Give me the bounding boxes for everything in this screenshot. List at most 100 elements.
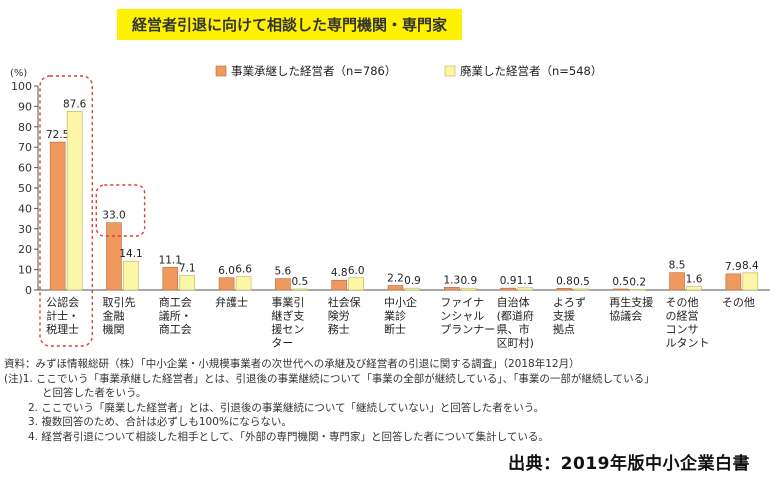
category-label: ルタント — [666, 337, 710, 350]
y-tick-label: 80 — [18, 121, 32, 134]
category-label: 金融 — [102, 309, 124, 323]
data-label: 0.9 — [500, 275, 517, 287]
note-3: 3. 複数回答のため、合計は必ずしも100%にならない。 — [28, 416, 292, 428]
y-tick-label: 50 — [18, 182, 32, 195]
data-label: 1.6 — [686, 274, 703, 286]
category-label: 協議会 — [609, 309, 642, 323]
bar — [500, 287, 516, 291]
data-label: 7.1 — [179, 263, 196, 275]
bar — [612, 288, 629, 291]
highlight-box-2 — [95, 184, 146, 237]
category-label: の経営 — [666, 309, 699, 323]
y-tick-label: 40 — [18, 202, 32, 215]
category-label: 自治体 — [497, 295, 530, 309]
bar — [162, 267, 179, 291]
category-label: 取引先 — [102, 295, 135, 309]
chart-notes: 資料：みずほ情報総研（株）「中小企業・小規模事業者の次世代への承継及び経営者の引… — [4, 357, 774, 444]
data-label: 0.8 — [556, 275, 573, 287]
category-label: 中小企 — [384, 295, 417, 309]
y-tick-label: 70 — [18, 141, 32, 154]
y-tick-label: 10 — [18, 264, 32, 277]
category-label: よろず — [553, 296, 586, 309]
legend-label: 廃業した経営者（n=548） — [460, 64, 602, 78]
bar — [556, 288, 573, 291]
note-source: 資料：みずほ情報総研（株）「中小企業・小規模事業者の次世代への承継及び経営者の引… — [4, 358, 580, 370]
bar — [404, 287, 421, 291]
category-label: 援セン — [271, 322, 304, 336]
bar — [387, 285, 404, 291]
category-label: 公認会 — [46, 295, 79, 309]
note-4: 4. 経営者引退について相談した相手として、「外部の専門機関・専門家」と回答した… — [28, 430, 549, 443]
category-label: 商工会 — [159, 295, 192, 309]
bar — [106, 222, 122, 291]
note-2: 2. ここでいう「廃業した経営者」とは、引退後の事業継続について「継続していない… — [28, 401, 545, 414]
data-label: 6.0 — [348, 265, 365, 277]
data-label: 0.5 — [612, 276, 629, 288]
bar — [66, 110, 83, 291]
category-label: ファイナ — [440, 296, 484, 309]
data-label: 11.1 — [159, 254, 182, 266]
category-label: 商工会 — [159, 322, 192, 336]
y-tick-label: 100 — [11, 80, 32, 93]
y-axis-unit: (%) — [10, 68, 27, 79]
data-label: 6.0 — [218, 265, 235, 277]
y-tick-label: 60 — [18, 162, 32, 175]
bar — [348, 277, 364, 291]
category-label: その他 — [722, 296, 755, 309]
data-label: 1.1 — [517, 275, 534, 287]
category-label: その他 — [666, 296, 699, 309]
category-label: 区町村) — [497, 336, 534, 350]
category-label: ンシャル — [440, 310, 484, 323]
data-label: 14.1 — [119, 248, 142, 260]
data-label: 0.9 — [460, 275, 477, 287]
bar — [686, 286, 702, 291]
bar — [331, 279, 347, 291]
source-credit: 出典：2019年版中小企業白書 — [508, 454, 750, 474]
legend-swatch — [215, 65, 227, 77]
category-label: 計士・ — [46, 309, 79, 323]
bar — [725, 273, 742, 291]
data-label: 87.6 — [63, 98, 87, 110]
category-label: 議所・ — [159, 309, 192, 323]
data-label: 8.5 — [669, 260, 686, 272]
bar — [218, 277, 235, 291]
category-label: 機関 — [102, 322, 124, 336]
y-tick-label: 20 — [18, 243, 32, 256]
bar — [292, 288, 308, 291]
category-label: 県、市 — [497, 322, 530, 336]
category-label: プランナー — [440, 323, 495, 336]
bar — [573, 288, 590, 291]
category-label: 継ぎ支 — [271, 309, 304, 323]
data-label: 7.9 — [725, 261, 742, 273]
chart-title: 経営者引退に向けて相談した専門機関・専門家 — [117, 9, 462, 40]
legend-label: 事業承継した経営者（n=786） — [231, 64, 396, 78]
bar — [235, 276, 252, 291]
data-label: 4.8 — [331, 267, 348, 279]
category-label: 拠点 — [553, 323, 575, 336]
bar — [629, 289, 646, 291]
category-label: 税理士 — [46, 322, 79, 336]
bar — [123, 260, 139, 291]
data-label: 33.0 — [102, 210, 125, 222]
category-label: 弁護士 — [215, 295, 248, 309]
data-label: 8.4 — [742, 260, 759, 272]
highlight-box-1 — [39, 75, 94, 347]
bar — [517, 287, 533, 291]
data-label: 0.5 — [292, 276, 309, 288]
bar — [49, 141, 66, 291]
category-label: 事業引 — [271, 295, 304, 309]
data-label: 5.6 — [275, 266, 292, 278]
data-label: 6.6 — [235, 264, 252, 276]
y-tick-label: 30 — [18, 223, 32, 236]
bar — [742, 272, 759, 291]
note-1-cont: と回答した者をいう。 — [42, 387, 147, 399]
data-label: 0.5 — [573, 276, 590, 288]
data-label: 0.2 — [629, 277, 646, 289]
bar-chart: (%) 0 10 20 30 40 50 60 70 80 90 100 72.5 87.6 公認会計士・税… — [10, 64, 770, 350]
category-label: 支援 — [553, 309, 575, 323]
category-label: コンサ — [666, 323, 699, 336]
note-1: (注)1. ここでいう「事業承継した経営者」とは、引退後の事業継続について「事業… — [4, 372, 655, 385]
category-label: 断士 — [384, 322, 406, 336]
legend-swatch — [444, 65, 456, 77]
data-label: 0.9 — [404, 275, 421, 287]
